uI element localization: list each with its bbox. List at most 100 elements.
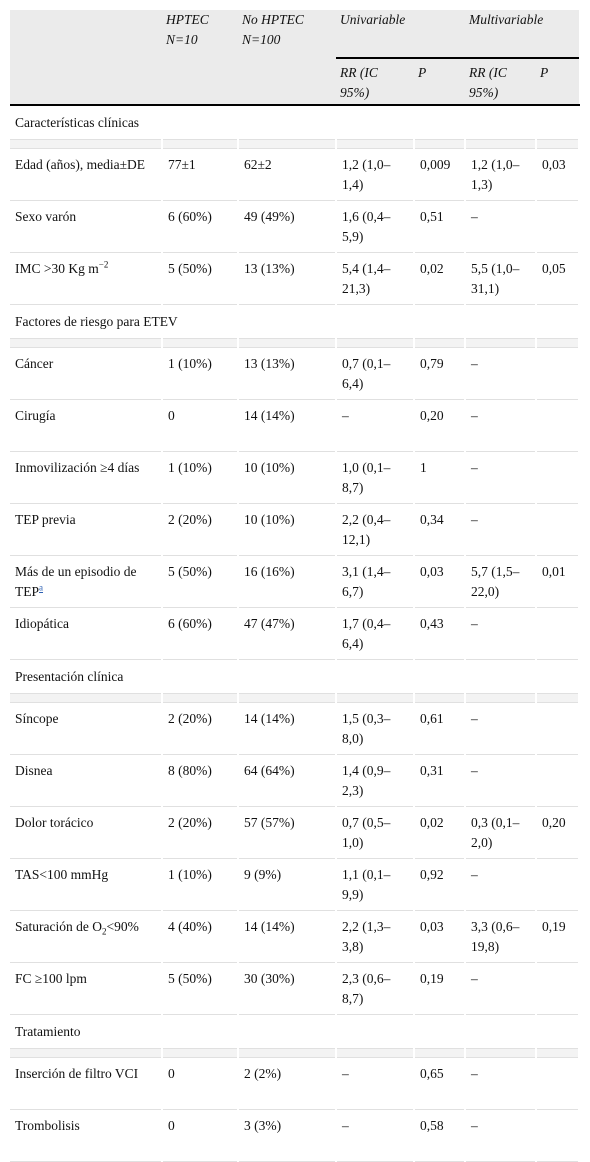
cell-uni-p: 1 xyxy=(413,451,466,504)
header-univariable: Univariable xyxy=(336,10,465,59)
row-label: Cirugía xyxy=(10,399,163,452)
table-row: Dolor torácico 2 (20%) 57 (57%) 0,7 (0,5–1,… xyxy=(10,806,580,859)
table-row: Disnea 8 (80%) 64 (64%) 1,4 (0,9–2,3) 0,31– xyxy=(10,754,580,807)
cell-multi-p xyxy=(535,754,580,807)
row-label-main: IMC >30 Kg m xyxy=(15,261,99,276)
cell-uni-p: 0,51 xyxy=(413,200,466,253)
cell-uni-p: 0,61 xyxy=(413,702,466,755)
cell-uni-rr: 5,4 (1,4–21,3) xyxy=(335,252,415,305)
cell-multi-p xyxy=(535,200,580,253)
cell-hptec: 2 (20%) xyxy=(161,702,239,755)
section-spacer xyxy=(10,338,580,348)
risk-factors-table: HPTEC N=10 No HPTEC N=100 Univariable Mult… xyxy=(10,10,580,1162)
table-row: Cirugía 0 14 (14%) –0,20– xyxy=(10,399,580,452)
row-label-main: Más de un episodio de TEP xyxy=(15,564,137,599)
cell-hptec: 4 (40%) xyxy=(161,910,239,963)
header-uni-rr: RR (IC 95%) xyxy=(336,58,414,106)
table-row: Trombolisis 0 3 (3%) –0,58– xyxy=(10,1109,580,1162)
footnote-link[interactable]: a xyxy=(39,582,44,593)
section-row: Tratamiento xyxy=(10,1014,580,1049)
cell-uni-p: 0,34 xyxy=(413,503,466,556)
row-label: Trombolisis xyxy=(10,1109,163,1162)
cell-hptec: 8 (80%) xyxy=(161,754,239,807)
cell-multi-rr: – xyxy=(464,1057,537,1110)
row-label: Sexo varón xyxy=(10,200,163,253)
cell-multi-rr: – xyxy=(464,1109,537,1162)
cell-hptec: 0 xyxy=(161,399,239,452)
row-label: FC ≥100 lpm xyxy=(10,962,163,1015)
cell-uni-p: 0,92 xyxy=(413,858,466,911)
cell-hptec: 1 (10%) xyxy=(161,451,239,504)
cell-multi-rr: – xyxy=(464,200,537,253)
cell-multi-p xyxy=(535,451,580,504)
cell-multi-rr: – xyxy=(464,503,537,556)
row-label: TEP previa xyxy=(10,503,163,556)
cell-no-hptec: 9 (9%) xyxy=(237,858,337,911)
row-label: TAS<100 mmHg xyxy=(10,858,163,911)
table-row: Inserción de filtro VCI 0 2 (2%) –0,65– xyxy=(10,1057,580,1110)
row-label: Edad (años), media±DE xyxy=(10,148,163,201)
cell-multi-p xyxy=(535,347,580,400)
cell-uni-p: 0,02 xyxy=(413,252,466,305)
table-row: Más de un episodio de TEPa 5 (50%) 16 (16%… xyxy=(10,555,580,608)
cell-uni-rr: 0,7 (0,5–1,0) xyxy=(335,806,415,859)
cell-multi-rr: – xyxy=(464,607,537,660)
cell-multi-p xyxy=(535,858,580,911)
cell-multi-rr: – xyxy=(464,962,537,1015)
cell-no-hptec: 14 (14%) xyxy=(237,399,337,452)
cell-hptec: 6 (60%) xyxy=(161,607,239,660)
cell-uni-rr: 1,5 (0,3–8,0) xyxy=(335,702,415,755)
cell-hptec: 5 (50%) xyxy=(161,962,239,1015)
cell-uni-rr: 2,2 (0,4–12,1) xyxy=(335,503,415,556)
cell-no-hptec: 2 (2%) xyxy=(237,1057,337,1110)
cell-uni-p: 0,58 xyxy=(413,1109,466,1162)
cell-multi-rr: 1,2 (1,0–1,3) xyxy=(464,148,537,201)
cell-multi-rr: 5,7 (1,5–22,0) xyxy=(464,555,537,608)
cell-multi-rr: 3,3 (0,6–19,8) xyxy=(464,910,537,963)
cell-uni-p: 0,03 xyxy=(413,910,466,963)
cell-no-hptec: 49 (49%) xyxy=(237,200,337,253)
section-row: Características clínicas xyxy=(10,105,580,140)
table-row: Síncope 2 (20%) 14 (14%) 1,5 (0,3–8,0) 0,61– xyxy=(10,702,580,755)
cell-uni-p: 0,31 xyxy=(413,754,466,807)
row-label-subscript: 2 xyxy=(101,926,107,937)
row-label: Cáncer xyxy=(10,347,163,400)
cell-uni-p: 0,65 xyxy=(413,1057,466,1110)
header-uni-p: P xyxy=(414,58,465,106)
cell-multi-rr: – xyxy=(464,347,537,400)
cell-uni-p: 0,43 xyxy=(413,607,466,660)
header-multi-rr: RR (IC 95%) xyxy=(465,58,536,106)
cell-multi-rr: – xyxy=(464,702,537,755)
cell-no-hptec: 16 (16%) xyxy=(237,555,337,608)
cell-uni-rr: 1,1 (0,1–9,9) xyxy=(335,858,415,911)
cell-hptec: 77±1 xyxy=(161,148,239,201)
section-row: Presentación clínica xyxy=(10,659,580,694)
cell-no-hptec: 30 (30%) xyxy=(237,962,337,1015)
cell-hptec: 1 (10%) xyxy=(161,858,239,911)
cell-uni-rr: – xyxy=(335,399,415,452)
cell-multi-p xyxy=(535,503,580,556)
cell-uni-rr: 1,7 (0,4–6,4) xyxy=(335,607,415,660)
cell-no-hptec: 10 (10%) xyxy=(237,451,337,504)
cell-no-hptec: 3 (3%) xyxy=(237,1109,337,1162)
cell-uni-rr: 3,1 (1,4–6,7) xyxy=(335,555,415,608)
cell-no-hptec: 10 (10%) xyxy=(237,503,337,556)
cell-multi-p xyxy=(535,702,580,755)
header-multivariable: Multivariable xyxy=(465,10,579,59)
cell-uni-rr: 1,6 (0,4–5,9) xyxy=(335,200,415,253)
table-row: Inmovilización ≥4 días 1 (10%) 10 (10%) 1,0… xyxy=(10,451,580,504)
cell-multi-p xyxy=(535,962,580,1015)
table-row: FC ≥100 lpm 5 (50%) 30 (30%) 2,3 (0,6–8,7) 0… xyxy=(10,962,580,1015)
cell-multi-p xyxy=(535,1109,580,1162)
cell-uni-rr: 1,4 (0,9–2,3) xyxy=(335,754,415,807)
cell-uni-p: 0,19 xyxy=(413,962,466,1015)
table-body: Características clínicas Edad (años), med… xyxy=(10,105,580,1162)
cell-no-hptec: 62±2 xyxy=(237,148,337,201)
cell-uni-rr: – xyxy=(335,1057,415,1110)
section-spacer xyxy=(10,139,580,149)
cell-uni-p: 0,79 xyxy=(413,347,466,400)
row-label: Disnea xyxy=(10,754,163,807)
table-row: Sexo varón 6 (60%) 49 (49%) 1,6 (0,4–5,9) 0,… xyxy=(10,200,580,253)
cell-hptec: 0 xyxy=(161,1057,239,1110)
cell-uni-rr: 2,2 (1,3–3,8) xyxy=(335,910,415,963)
